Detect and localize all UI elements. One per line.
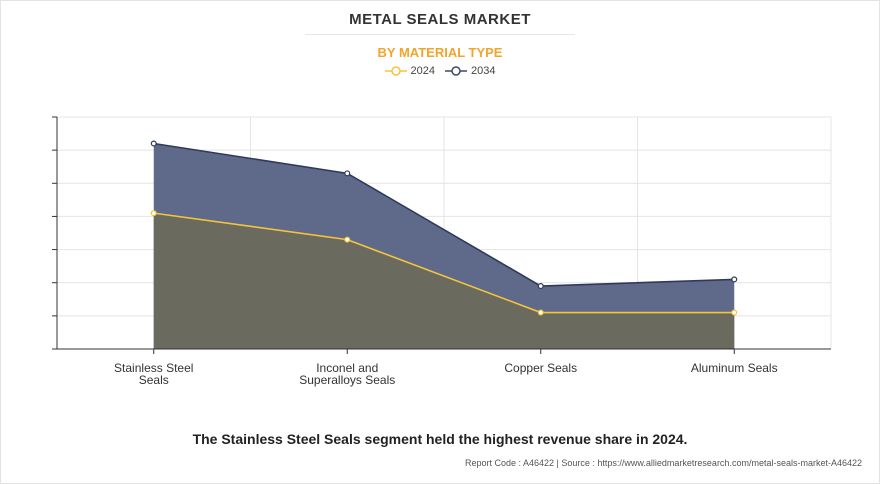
point-2024-0 (150, 210, 157, 217)
x-tick-label-2: Copper Seals (504, 361, 577, 375)
line-2024 (153, 212, 735, 314)
point-2024-1 (344, 236, 351, 243)
x-tick-label-3: Aluminum Seals (691, 361, 778, 375)
chart-title: METAL SEALS MARKET (349, 11, 531, 28)
x-tick-label-0: Stainless Steel Seals (114, 361, 193, 387)
x-tick-label-1: Inconel and Superalloys Seals (299, 361, 395, 387)
source-note: Report Code : A46422 | Source : https://… (464, 458, 862, 468)
point-2024-3 (731, 309, 738, 316)
point-2034-1 (344, 170, 351, 177)
title-divider (305, 34, 575, 35)
line-2034 (153, 142, 735, 287)
area-2024 (153, 213, 735, 349)
legend-label-2034: 2034 (471, 65, 496, 77)
legend-item-2024[interactable]: 2024 (384, 65, 435, 77)
chart-caption: The Stainless Steel Seals segment held t… (192, 431, 688, 447)
chart-subtitle: BY MATERIAL TYPE (377, 45, 503, 60)
legend-marker-2024-icon (384, 66, 407, 76)
legend-marker-2034-icon (445, 66, 467, 76)
point-2034-0 (150, 140, 157, 147)
point-2024-2 (537, 309, 544, 316)
point-2034-2 (537, 283, 544, 290)
legend: 2024 2034 (0, 65, 880, 77)
point-2034-3 (731, 276, 738, 283)
legend-item-2034[interactable]: 2034 (445, 65, 495, 77)
legend-label-2024: 2024 (410, 65, 435, 77)
